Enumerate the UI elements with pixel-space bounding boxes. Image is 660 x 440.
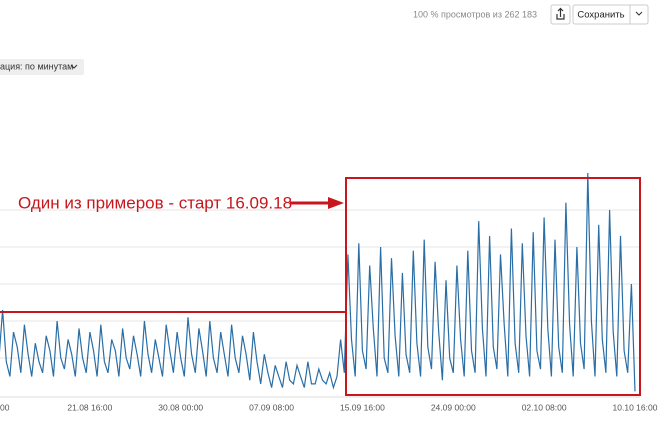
x-tick-label: 15.09 16:00 <box>340 402 385 412</box>
save-label: Сохранить <box>577 10 624 21</box>
grouping-chevron <box>70 64 78 69</box>
grouping-select[interactable] <box>0 59 84 75</box>
x-tick-label: 07.09 08:00 <box>249 402 294 412</box>
annotation-text: Один из примеров - старт 16.09.18 <box>18 193 292 212</box>
x-tick-label: 02.10 08:00 <box>522 402 567 412</box>
annotation-arrowhead <box>328 197 344 209</box>
data-line <box>0 172 636 392</box>
grouping-label: ация: по минутам <box>0 61 73 71</box>
x-tick-label: 30.08 00:00 <box>158 402 203 412</box>
stats: 100 % просмотров из 262 183 <box>413 9 537 19</box>
x-tick-label: 24.09 00:00 <box>431 402 476 412</box>
save-dropdown[interactable] <box>635 11 643 16</box>
x-tick-label: 00 <box>0 402 10 412</box>
annotation-box <box>345 177 641 396</box>
x-tick-label: 10.10 16:00 <box>613 402 658 412</box>
share-icon <box>556 7 565 20</box>
plot: 00 21.08 16:00 30.08 00:00 07.09 08:00 15.09… <box>0 172 658 412</box>
x-tick-label: 21.08 16:00 <box>67 402 112 412</box>
save-button[interactable] <box>572 4 649 25</box>
